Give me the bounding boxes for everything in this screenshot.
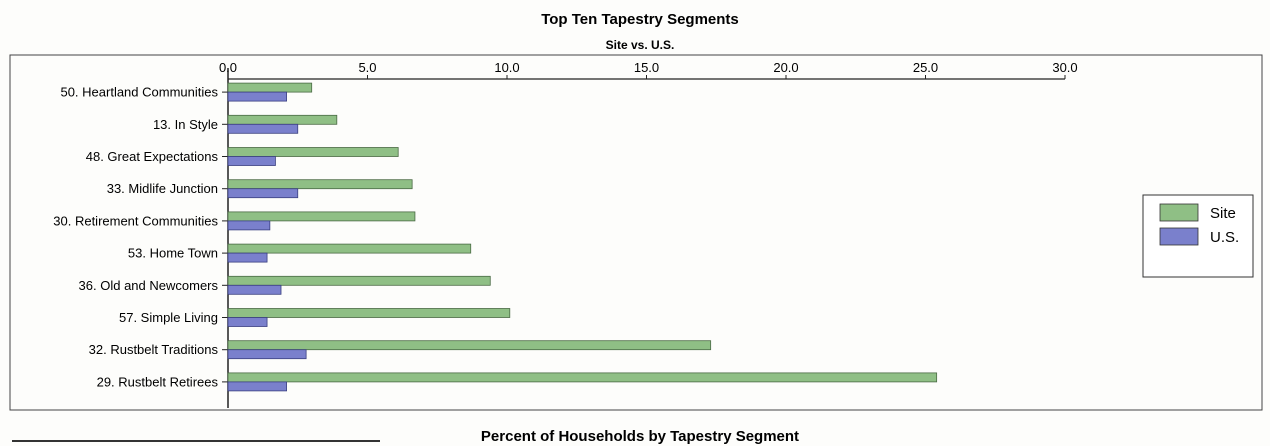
legend-swatch [1159,227,1199,246]
x-tick-label: 25.0 [913,60,938,75]
bar-site [227,147,399,157]
x-tick-label: 15.0 [634,60,659,75]
bar-us [227,381,287,392]
bar-us [227,220,271,231]
bar-site [227,211,416,222]
bar-site [227,275,491,286]
bar-site [227,114,338,125]
category-label: 48. Great Expectations [86,149,219,164]
legend-label: Site [1210,205,1236,222]
x-ticks: 0.0 5.0 10.0 15.0 20.0 25.0 30.0 [219,60,1078,79]
bar-site [227,243,472,254]
category-label: 32. Rustbelt Traditions [89,342,219,357]
category-label: 29. Rustbelt Retirees [97,374,219,389]
x-tick-label: 20.0 [773,60,798,75]
legend-label: U.S. [1210,229,1239,246]
bar-us [227,317,268,327]
chart-title: Top Ten Tapestry Segments [541,11,739,28]
bar-us [227,252,268,263]
bar-us [227,91,287,102]
footer-title: Percent of Households by Tapestry Segmen… [481,428,799,445]
bar-us [227,123,299,134]
bar-us [227,156,276,166]
bar-site [227,179,413,190]
plot-frame [9,54,1263,411]
legend: Site U.S. [1142,194,1254,278]
bar-us [227,349,307,360]
x-tick-label: 10.0 [494,60,519,75]
category-label: 36. Old and Newcomers [79,278,219,293]
x-tick-label: 30.0 [1052,60,1077,75]
legend-swatch [1159,203,1199,222]
category-label: 57. Simple Living [119,310,218,325]
x-tick-label: 5.0 [358,60,376,75]
bar-site [227,308,511,318]
bars [227,82,938,392]
category-label: 53. Home Town [128,246,218,261]
category-label: 13. In Style [153,117,218,132]
bar-us [227,284,282,295]
category-label: 50. Heartland Communities [60,85,218,100]
category-labels: 50. Heartland Communities 13. In Style 48.… [53,85,228,389]
bar-site [227,340,712,351]
bar-site [227,82,313,93]
category-label: 33. Midlife Junction [107,181,218,196]
category-label: 30. Retirement Communities [53,213,218,228]
x-tick-label: 0.0 [219,60,237,75]
bar-site [227,372,938,383]
chart-subtitle: Site vs. U.S. [606,38,675,52]
bar-us [227,188,299,199]
